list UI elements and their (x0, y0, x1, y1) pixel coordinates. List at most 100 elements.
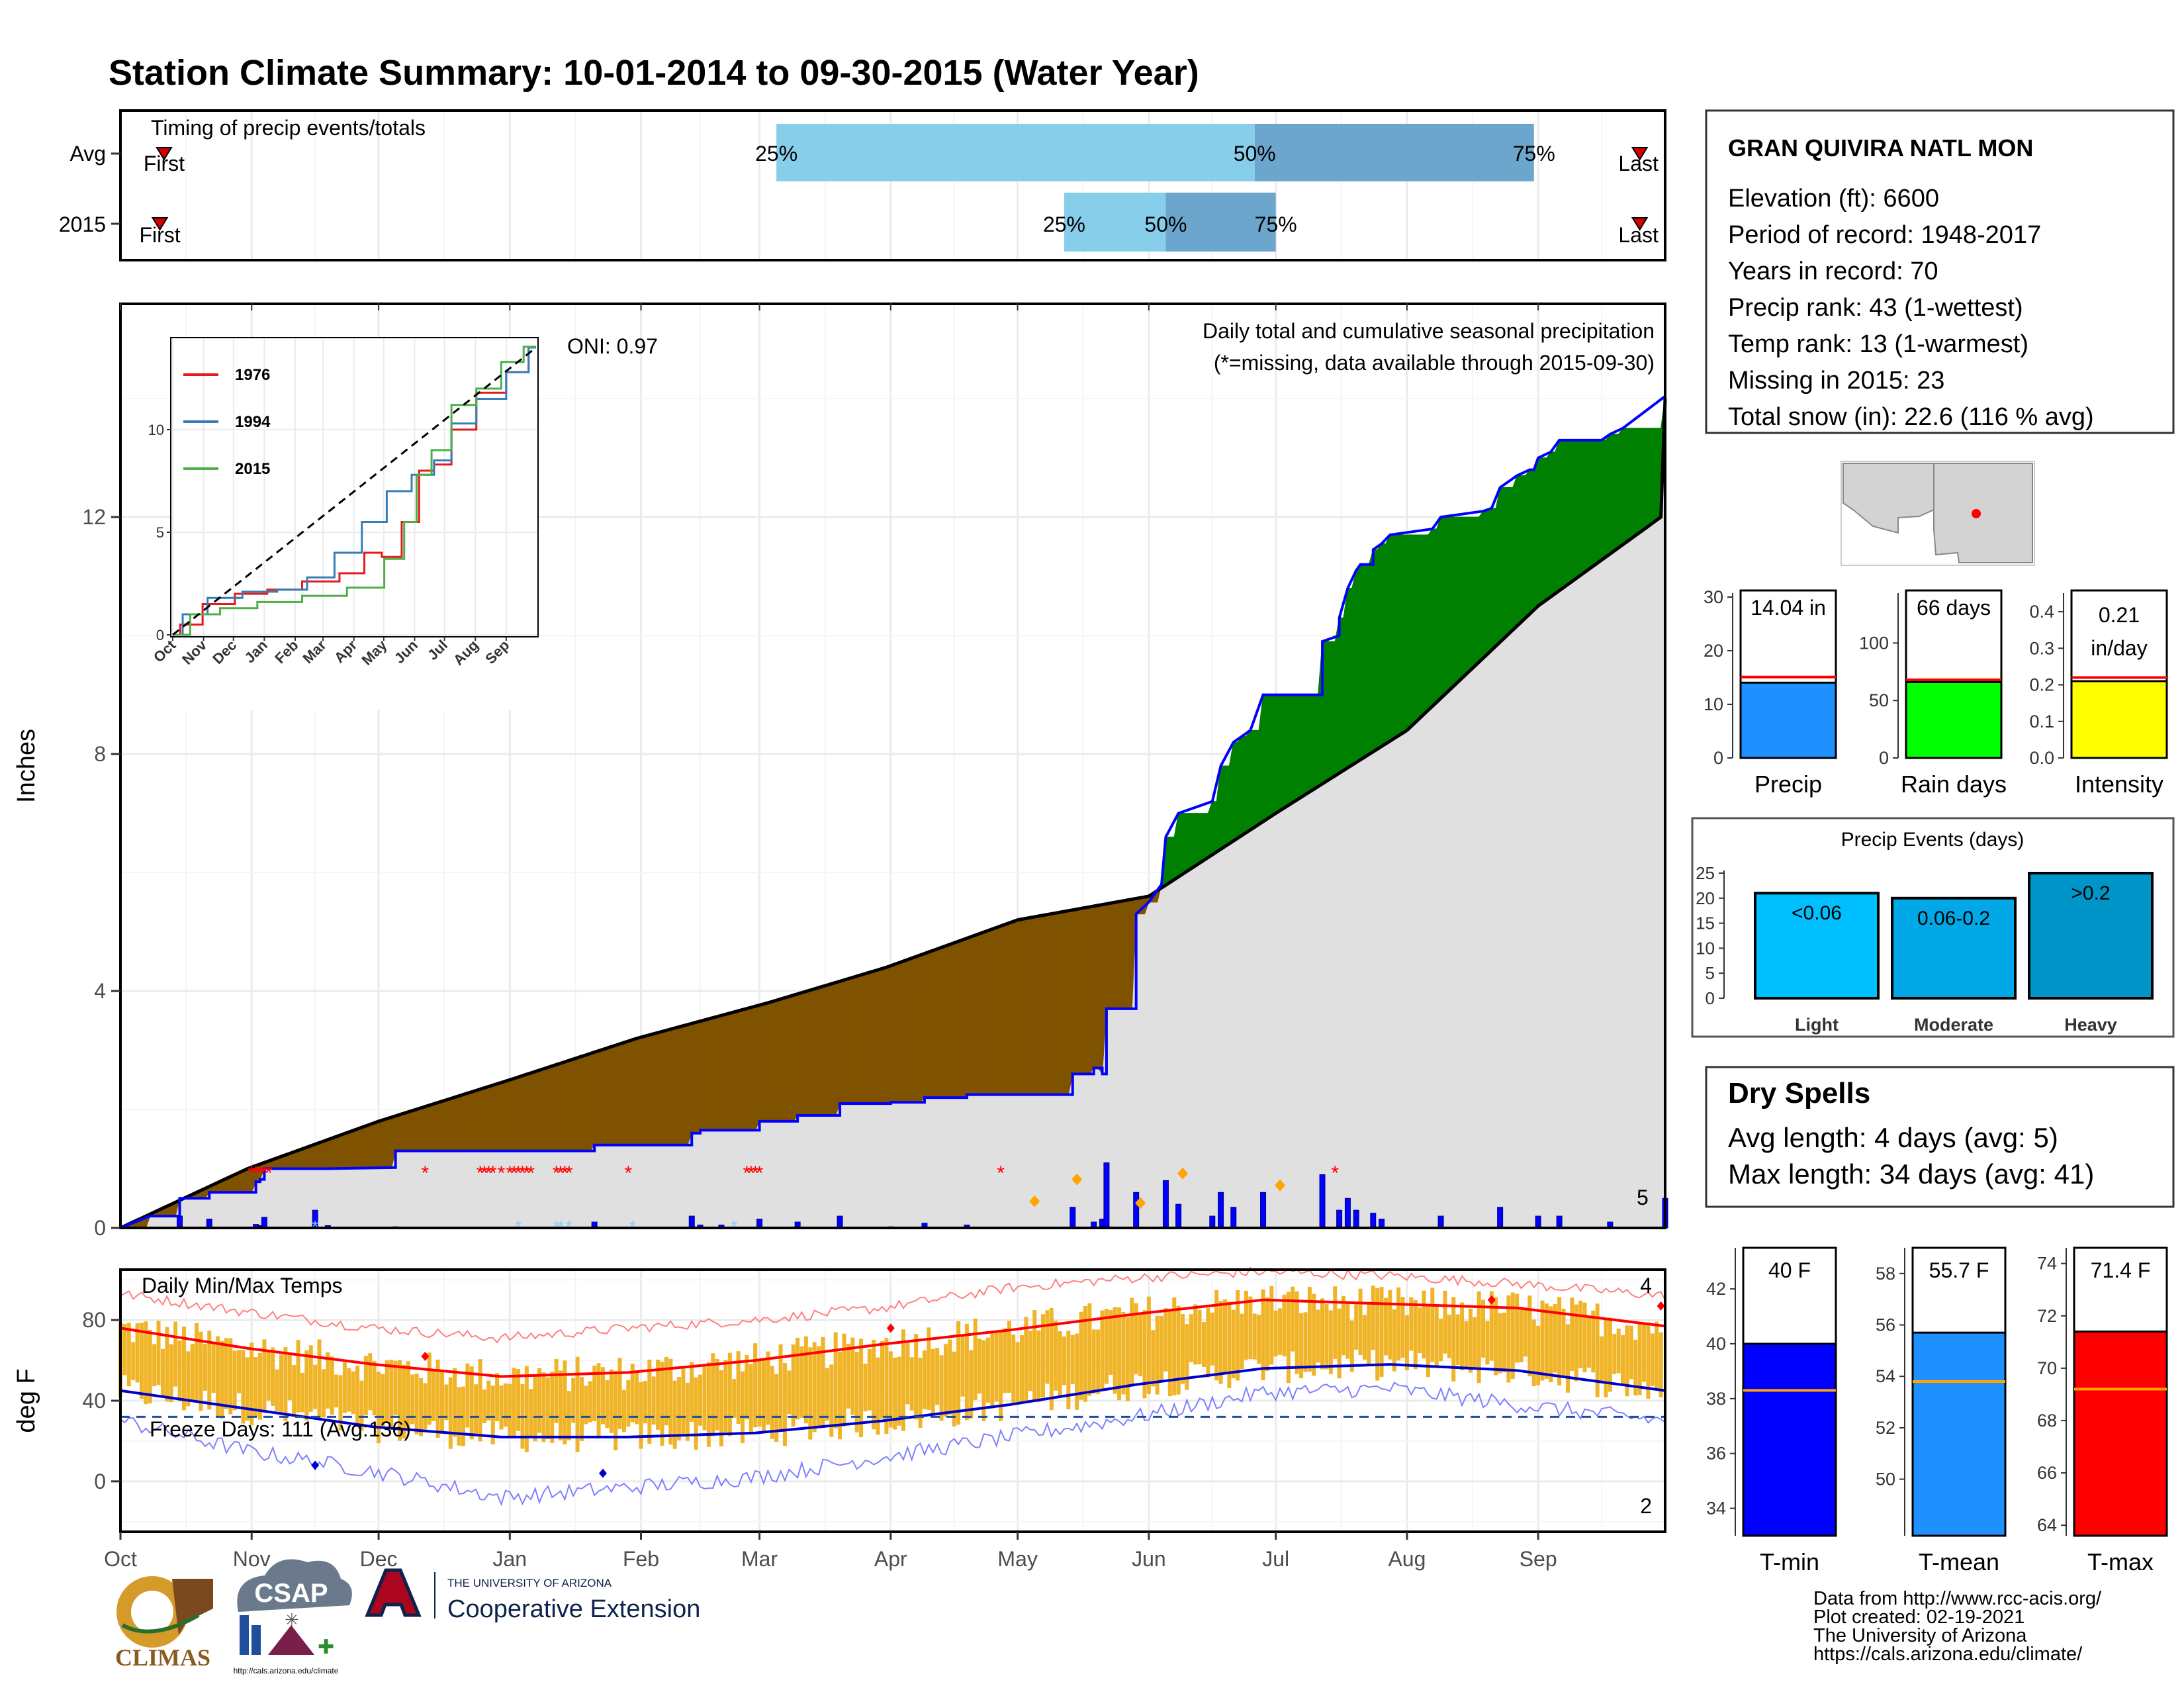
daily-temp-range-bar (495, 1373, 500, 1422)
daily-precip-bar (1209, 1215, 1216, 1229)
daily-temp-range-bar (410, 1374, 415, 1425)
daily-temp-range-bar (377, 1372, 381, 1444)
mini-bar-tick-label: 100 (1859, 633, 1889, 653)
daily-temp-range-bar (1637, 1323, 1642, 1395)
daily-temp-range-bar (1404, 1315, 1409, 1370)
precip-cumulative-areas (119, 395, 1667, 1230)
x-tick-label: Jan (492, 1547, 527, 1571)
daily-temp-range-bar (1257, 1315, 1261, 1364)
daily-temp-range-bar (271, 1347, 275, 1406)
mini-bar-tick-label: 0.3 (2029, 638, 2054, 658)
avg-cumulative-line (119, 399, 1667, 1230)
daily-temp-range-bar (550, 1372, 555, 1443)
temp-y-tick-label: 40 (82, 1389, 106, 1413)
daily-temp-range-bar (888, 1351, 893, 1428)
daily-temp-range-bar (529, 1389, 533, 1438)
daily-temp-range-bar (1426, 1304, 1430, 1378)
missing-day-marker: * (523, 1162, 531, 1184)
timing-2015-q50-q75-bar (1165, 193, 1276, 252)
daily-temp-range-bar (1032, 1310, 1037, 1401)
daily-temp-range-bar (893, 1357, 897, 1430)
inset-series-line-2015 (173, 346, 536, 636)
daily-temp-range-bar (1075, 1333, 1079, 1410)
daily-temp-range-bar (1011, 1335, 1016, 1405)
events-category-label: Moderate (1914, 1015, 1993, 1035)
daily-temp-range-bar (770, 1366, 774, 1439)
daily-temp-range-bar (1595, 1303, 1600, 1397)
daily-precip-bar (261, 1217, 267, 1229)
daily-temp-range-bar (1604, 1319, 1608, 1398)
events-tick-label: 25 (1696, 863, 1715, 883)
daily-temp-range-bar (999, 1329, 1003, 1421)
daily-temp-range-bar (702, 1365, 707, 1430)
daily-temp-range-bar (1523, 1307, 1527, 1357)
events-tick-label: 10 (1696, 938, 1715, 958)
daily-temp-range-bar (1600, 1336, 1604, 1383)
daily-temp-range-bar (1189, 1314, 1193, 1362)
timing-avg-q50-q75-bar (1254, 124, 1534, 181)
daily-temp-range-bar (1024, 1317, 1028, 1403)
daily-temp-range-bar (296, 1340, 300, 1413)
footer-line: The University of Arizona (1813, 1625, 2027, 1646)
daily-precip-bar (1175, 1203, 1182, 1229)
footer: Data from http://www.rcc-acis.org/ Plot … (115, 1559, 2102, 1675)
daily-temp-range-bar (774, 1374, 779, 1442)
daily-precip-bar (1437, 1215, 1444, 1229)
daily-temp-range-bar (469, 1366, 474, 1440)
daily-temp-range-bar (1400, 1297, 1405, 1358)
daily-temp-range-bar (969, 1350, 974, 1419)
daily-temp-range-bar (1354, 1303, 1359, 1350)
daily-temp-range-bar (559, 1370, 563, 1440)
daily-precip-bar (1344, 1197, 1351, 1229)
daily-temp-range-bar (1451, 1297, 1456, 1382)
climas-mountain-icon (172, 1579, 213, 1635)
daily-temp-range-bar (1163, 1308, 1168, 1372)
daily-temp-range-bar (1324, 1304, 1329, 1370)
daily-temp-range-bar (465, 1363, 470, 1428)
daily-temp-range-bar (782, 1362, 787, 1446)
daily-temp-range-bar (1240, 1313, 1244, 1370)
locator-map (1841, 461, 2035, 566)
mini-bar-rain-days: 0 50 100 66 days Rain days (1859, 589, 2007, 798)
mini-bar-value-label: 66 days (1917, 596, 1991, 620)
mini-bar-tick-label: 0 (1879, 748, 1889, 768)
daily-temp-range-bar (245, 1357, 250, 1421)
daily-temp-range-bar (563, 1360, 567, 1445)
daily-temp-range-bar (1498, 1313, 1502, 1374)
daily-temp-range-bar (1447, 1315, 1451, 1358)
daily-temp-range-bar (927, 1327, 931, 1411)
missing-day-marker: * (252, 1162, 260, 1184)
daily-temp-range-bar (432, 1369, 436, 1421)
climas-wordmark: CLIMAS (115, 1644, 210, 1671)
daily-temp-range-bar (1244, 1290, 1248, 1360)
csap-mountain-icon (268, 1625, 314, 1655)
daily-temp-range-bar (326, 1352, 330, 1409)
inset-legend-label: 1994 (235, 413, 271, 431)
avg-max-line (120, 1298, 1666, 1378)
temp-bar-value-label: 71.4 F (2091, 1258, 2151, 1282)
daily-temp-range-bar (1248, 1296, 1253, 1360)
daily-temp-range-bar (1337, 1308, 1342, 1379)
missing-day-marker: * (561, 1162, 569, 1184)
daily-temp-range-bar (283, 1347, 288, 1421)
daily-temp-range-bar (1557, 1297, 1562, 1385)
daily-temp-range-bar (499, 1385, 504, 1430)
daily-temp-range-bar (567, 1391, 571, 1440)
timing-first-label: First (144, 152, 185, 175)
mini-bar-intensity: 0.0 0.1 0.2 0.3 0.4 0.21 in/day Intensity (2029, 589, 2168, 798)
temp-y-tick-label: 80 (82, 1308, 106, 1332)
precip-panel: ***** * **** * ****** **** * **** * ** * ** * * * 0 4 8 1… (13, 303, 1668, 1240)
daily-temp-range-bar (745, 1354, 749, 1420)
ua-name: THE UNIVERSITY OF ARIZONA (447, 1577, 612, 1589)
footer-line: Plot created: 02-19-2021 (1813, 1607, 2025, 1628)
daily-temp-range-bar (872, 1340, 876, 1430)
daily-temp-range-bar (220, 1340, 224, 1419)
daily-temp-range-bar (630, 1364, 635, 1423)
events-bar-label: <0.06 (1792, 902, 1842, 924)
ua-block-a-icon (365, 1568, 422, 1617)
station-line: Missing in 2015: 23 (1728, 367, 1944, 395)
daily-temp-range-bar (978, 1338, 982, 1394)
mini-bar-tick-label: 30 (1704, 587, 1723, 607)
daily-precip-bar (1103, 1162, 1110, 1229)
daily-temp-range-bar (308, 1345, 313, 1412)
